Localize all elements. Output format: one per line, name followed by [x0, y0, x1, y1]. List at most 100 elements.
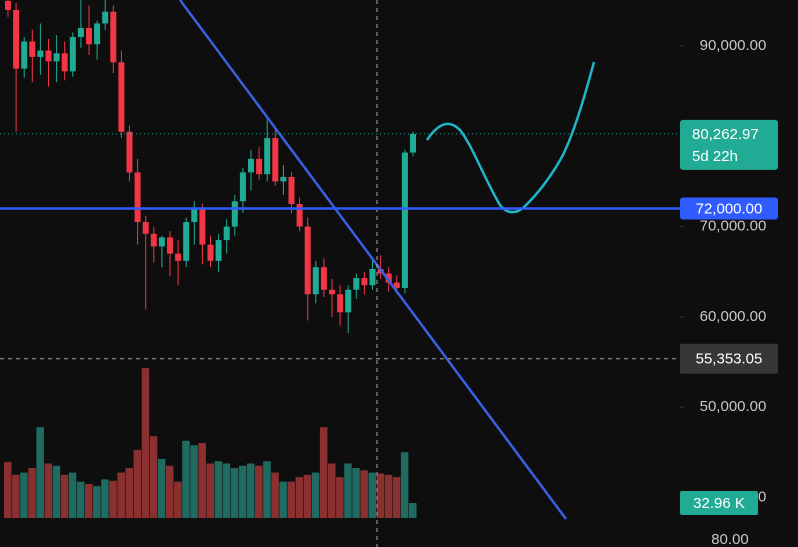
candle-body: [110, 11, 117, 63]
volume-bar: [328, 463, 336, 518]
volume-bar: [4, 462, 12, 518]
candle-body: [288, 176, 295, 204]
candle-body: [77, 27, 84, 38]
candle-body: [337, 294, 344, 313]
volume-bar: [141, 368, 150, 518]
volume-bar: [368, 472, 376, 518]
candle-body: [45, 50, 52, 62]
volume-bar: [36, 427, 44, 518]
candle-body: [320, 267, 327, 290]
last-price-label: 80,262.97: [692, 126, 759, 143]
volume-bar: [206, 463, 214, 518]
candle-body: [329, 289, 335, 295]
candle-body: [5, 0, 11, 10]
volume-bar: [20, 472, 28, 518]
candle-body: [61, 53, 68, 72]
candle-body: [13, 9, 20, 69]
volume-bar: [133, 449, 142, 518]
volume-bar: [76, 481, 85, 518]
volume-bar: [190, 445, 198, 518]
candle-body: [215, 240, 222, 261]
candle-body: [86, 27, 92, 45]
candle-body: [158, 237, 165, 247]
candle-body: [385, 273, 392, 283]
candle-body: [369, 268, 376, 286]
volume-bar: [311, 472, 320, 518]
candle-body: [29, 41, 36, 57]
candle-body: [175, 253, 182, 261]
volume-bar: [44, 463, 52, 518]
volume-bar: [174, 481, 182, 518]
crosshair-badge: [680, 343, 778, 374]
volume-bar: [125, 468, 133, 518]
candle-body: [280, 176, 287, 182]
candle-body: [401, 152, 408, 288]
volume-bar: [101, 479, 109, 518]
drawn-curve: [425, 61, 596, 214]
volume-bar: [60, 474, 69, 518]
candle-body: [21, 41, 28, 69]
volume-pane: [4, 368, 417, 518]
volume-bar: [68, 472, 77, 518]
volume-bar: [384, 474, 393, 518]
volume-bar: [295, 477, 304, 518]
volume-bar: [85, 483, 93, 518]
candle-body: [231, 201, 238, 227]
y-tick-label: 70,000.00: [700, 218, 767, 235]
volume-bar: [360, 470, 368, 518]
candle-body: [142, 222, 149, 234]
crosshair-label: 55,353.05: [696, 351, 763, 368]
candle-body: [191, 208, 198, 223]
volume-bar: [392, 477, 401, 518]
candle-body: [134, 172, 141, 223]
last-price-badge: [680, 119, 778, 170]
price-pane: [5, 0, 416, 334]
candle-body: [393, 282, 400, 288]
candle-body: [312, 267, 319, 295]
volume-bar: [214, 461, 223, 518]
countdown-label: 5d 22h: [692, 148, 738, 165]
volume-bar: [255, 465, 263, 518]
candle-body: [94, 23, 101, 45]
volume-bar: [238, 465, 247, 518]
y-tick-label: 90,000.00: [700, 37, 767, 54]
volume-bar: [157, 458, 166, 518]
candle-body: [239, 172, 246, 202]
lower-axis-label: 80.00: [711, 531, 749, 547]
volume-bar: [149, 436, 158, 518]
candle-body: [296, 203, 303, 227]
candle-body: [410, 133, 416, 153]
volume-bar: [166, 465, 174, 518]
candle-body: [53, 53, 60, 62]
volume-bar: [117, 472, 125, 518]
candle-body: [353, 278, 360, 290]
candle-body: [199, 208, 206, 245]
candle-body: [223, 226, 230, 241]
candle-body: [207, 244, 214, 261]
y-tick-label: 60,000.00: [700, 308, 767, 325]
candle-body: [126, 131, 133, 173]
volume-bar: [409, 503, 417, 518]
volume-bar: [271, 472, 279, 518]
candle-body: [118, 62, 125, 132]
candle-body: [102, 11, 109, 24]
volume-bar: [400, 452, 409, 518]
volume-bar: [109, 480, 117, 518]
volume-bar: [263, 461, 271, 518]
volume-bar: [12, 474, 20, 518]
volume-badge: [680, 491, 758, 516]
horizontal-line-label: 72,000.00: [696, 200, 763, 217]
y-tick-label: 50,000.00: [700, 398, 767, 415]
volume-bar: [344, 463, 352, 518]
volume-bar: [376, 473, 385, 518]
candle-body: [37, 50, 44, 57]
volume-bar: [230, 468, 239, 518]
price-axis: 90,000.0070,000.0060,000.0050,000.0040,0…: [680, 37, 778, 516]
horizontal-line-badge: [680, 197, 778, 220]
candle-body: [304, 226, 311, 295]
candle-body: [183, 222, 190, 261]
candle-body: [345, 289, 352, 313]
volume-bar: [182, 440, 190, 518]
volume-bar: [222, 463, 231, 518]
